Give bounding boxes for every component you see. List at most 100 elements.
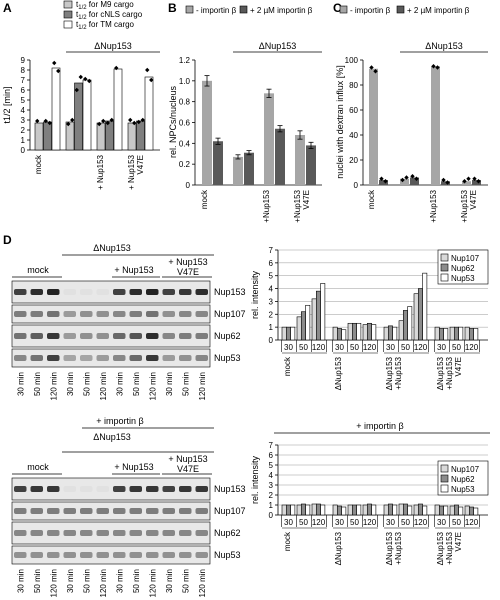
category-label: +Nup153: [460, 189, 469, 222]
data-point: [78, 74, 83, 80]
y-tick-label: 1: [21, 136, 26, 145]
bar-nup62: [438, 328, 444, 341]
group-bracket-label: ΔNup153: [93, 432, 131, 442]
bar-nup53: [320, 504, 326, 516]
legend-label: - importin β: [350, 6, 391, 15]
category-label: ΔNup153: [334, 356, 343, 390]
y-tick-label: 40: [349, 131, 358, 140]
y-tick-label: 7: [269, 441, 274, 450]
bar-nup53: [473, 507, 479, 516]
blot-lane-label: 30 min: [115, 569, 124, 593]
category-label: mock: [34, 154, 43, 174]
bar-cnls-2: [105, 120, 114, 151]
data-point: [136, 119, 141, 125]
blot-band: [96, 289, 109, 295]
blot-band: [80, 552, 93, 558]
blot-band: [113, 486, 126, 492]
timepoint-label: 50: [350, 343, 359, 352]
timepoint-label: 120: [363, 343, 377, 352]
legend-swatch: [185, 5, 194, 14]
data-point: [145, 67, 150, 73]
blot-band: [96, 508, 109, 514]
blot-band: [30, 355, 43, 361]
blot-band-label: Nup107: [214, 506, 246, 516]
bar-m9-1: [65, 121, 75, 151]
bar-nup107: [398, 503, 404, 516]
data-point: [379, 176, 384, 181]
blot-band: [146, 333, 159, 339]
timepoint-label: 30: [386, 343, 395, 352]
legend-swatch: [440, 263, 449, 272]
blot-band: [195, 311, 208, 317]
blot-band: [146, 552, 159, 558]
blot-band-label: Nup62: [214, 528, 241, 538]
blot-strip: [11, 545, 211, 565]
blot-band-label: Nup153: [214, 484, 246, 494]
bar-m9-2: [96, 122, 106, 151]
bar-nup62: [351, 504, 357, 516]
data-point: [404, 175, 409, 180]
bar-0-1: [400, 178, 409, 185]
blot-band: [47, 552, 60, 558]
legend-swatch: [440, 273, 449, 282]
blot-band: [129, 530, 142, 536]
y-tick-label: 1.0: [179, 77, 191, 86]
blot-band: [96, 486, 109, 492]
y-tick-label: 1.2: [179, 56, 191, 65]
blot-band: [113, 289, 126, 295]
timepoint-label: 30: [284, 518, 293, 527]
data-point: [462, 179, 467, 184]
y-axis-title: rel. intensity: [250, 270, 260, 319]
blot-strip: [11, 501, 211, 521]
blot-band: [129, 508, 142, 514]
data-point: [431, 64, 436, 69]
blot-band: [63, 508, 76, 514]
bar-nup107: [449, 505, 455, 516]
blot-lane-label: 30 min: [165, 569, 174, 593]
blot-band: [162, 311, 175, 317]
bar-nup107: [464, 505, 470, 516]
blot-band: [47, 311, 60, 317]
legend-label: Nup53: [451, 274, 475, 283]
y-axis-title: t1/2 [min]: [2, 86, 12, 123]
group-bracket-label: ΔNup153: [93, 243, 131, 253]
data-point: [97, 121, 102, 127]
data-point: [445, 180, 450, 185]
legend-swatch: [440, 484, 449, 493]
blot-band: [80, 486, 93, 492]
blot-band: [80, 289, 93, 295]
data-point: [43, 118, 48, 124]
blot-lane-label: 50 min: [33, 569, 42, 593]
legend-swatch: [339, 5, 348, 14]
blot-band: [129, 486, 142, 492]
blot-band: [179, 311, 192, 317]
bar-nup62: [468, 328, 474, 341]
y-tick-label: 0.4: [179, 139, 191, 148]
blot-lane-label: 50 min: [33, 372, 42, 396]
blot-band: [113, 311, 126, 317]
bar-nup53: [473, 328, 479, 341]
blot-band: [146, 355, 159, 361]
blot-band: [47, 289, 60, 295]
legend-label: - importin β: [196, 6, 237, 15]
data-point: [441, 177, 446, 183]
bar-nup107: [434, 504, 440, 516]
timepoint-label: 120: [312, 343, 326, 352]
blot-band: [30, 508, 43, 514]
data-point: [128, 117, 133, 123]
blot-lane-label: 120 min: [49, 372, 58, 400]
bar-nup53: [341, 506, 347, 516]
bar-tm-3: [144, 76, 154, 151]
blot-band: [96, 530, 109, 536]
timepoint-label: 120: [312, 518, 326, 527]
blot-band: [162, 552, 175, 558]
category-label: V47E: [454, 357, 463, 377]
category-label: mock: [283, 531, 292, 551]
legend-label: + 2 µM importin β: [250, 6, 313, 15]
bar-nup53: [422, 272, 428, 341]
blot-band: [80, 311, 93, 317]
blot-band: [14, 486, 27, 492]
y-tick-label: 80: [349, 81, 358, 90]
bar-cnls-1: [74, 82, 83, 151]
data-point: [383, 179, 388, 184]
